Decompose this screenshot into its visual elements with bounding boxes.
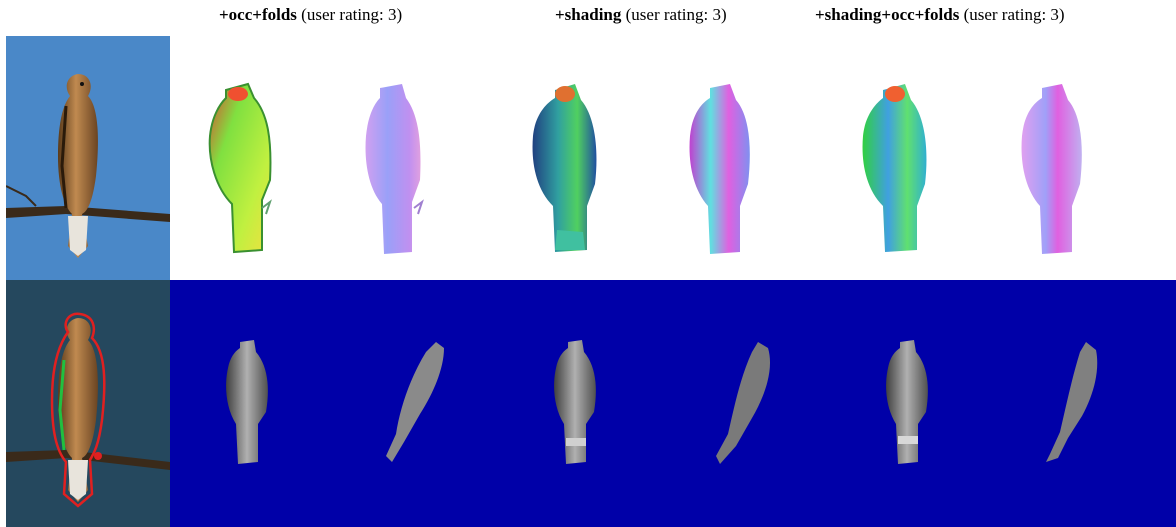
normal-map-frontal-occ-folds — [200, 80, 280, 260]
normal-map-frontal-shading-occ-folds — [855, 80, 935, 260]
normal-map-row — [170, 36, 1176, 280]
column-title-occ-folds: +occ+folds (user rating: 3) — [219, 5, 402, 25]
rating-label: (user rating: 3) — [625, 5, 727, 24]
rendered-view-row — [170, 280, 1176, 527]
render-side-shading — [708, 338, 778, 468]
normal-map-frontal-shading — [525, 80, 605, 260]
rating-label: (user rating: 3) — [963, 5, 1065, 24]
hawk-photo-image — [6, 74, 170, 258]
column-title-shading-occ-folds: +shading+occ+folds (user rating: 3) — [815, 5, 1065, 25]
render-side-occ-folds — [380, 338, 450, 468]
method-label: +shading — [555, 5, 622, 24]
method-label: +occ+folds — [219, 5, 297, 24]
input-photo-annotated — [6, 280, 170, 527]
figure-header: +occ+folds (user rating: 3) +shading (us… — [0, 0, 1176, 36]
normal-map-side-shading-occ-folds — [1012, 80, 1092, 260]
rating-label: (user rating: 3) — [301, 5, 403, 24]
hawk-annotated-image — [6, 312, 170, 508]
normal-map-side-shading — [680, 80, 760, 260]
column-title-shading: +shading (user rating: 3) — [555, 5, 727, 25]
render-frontal-occ-folds — [222, 338, 272, 468]
method-label: +shading+occ+folds — [815, 5, 960, 24]
render-side-shading-occ-folds — [1040, 338, 1110, 468]
normal-map-side-occ-folds — [352, 80, 432, 260]
input-photo — [6, 36, 170, 280]
render-frontal-shading-occ-folds — [882, 338, 932, 468]
render-frontal-shading — [550, 338, 600, 468]
